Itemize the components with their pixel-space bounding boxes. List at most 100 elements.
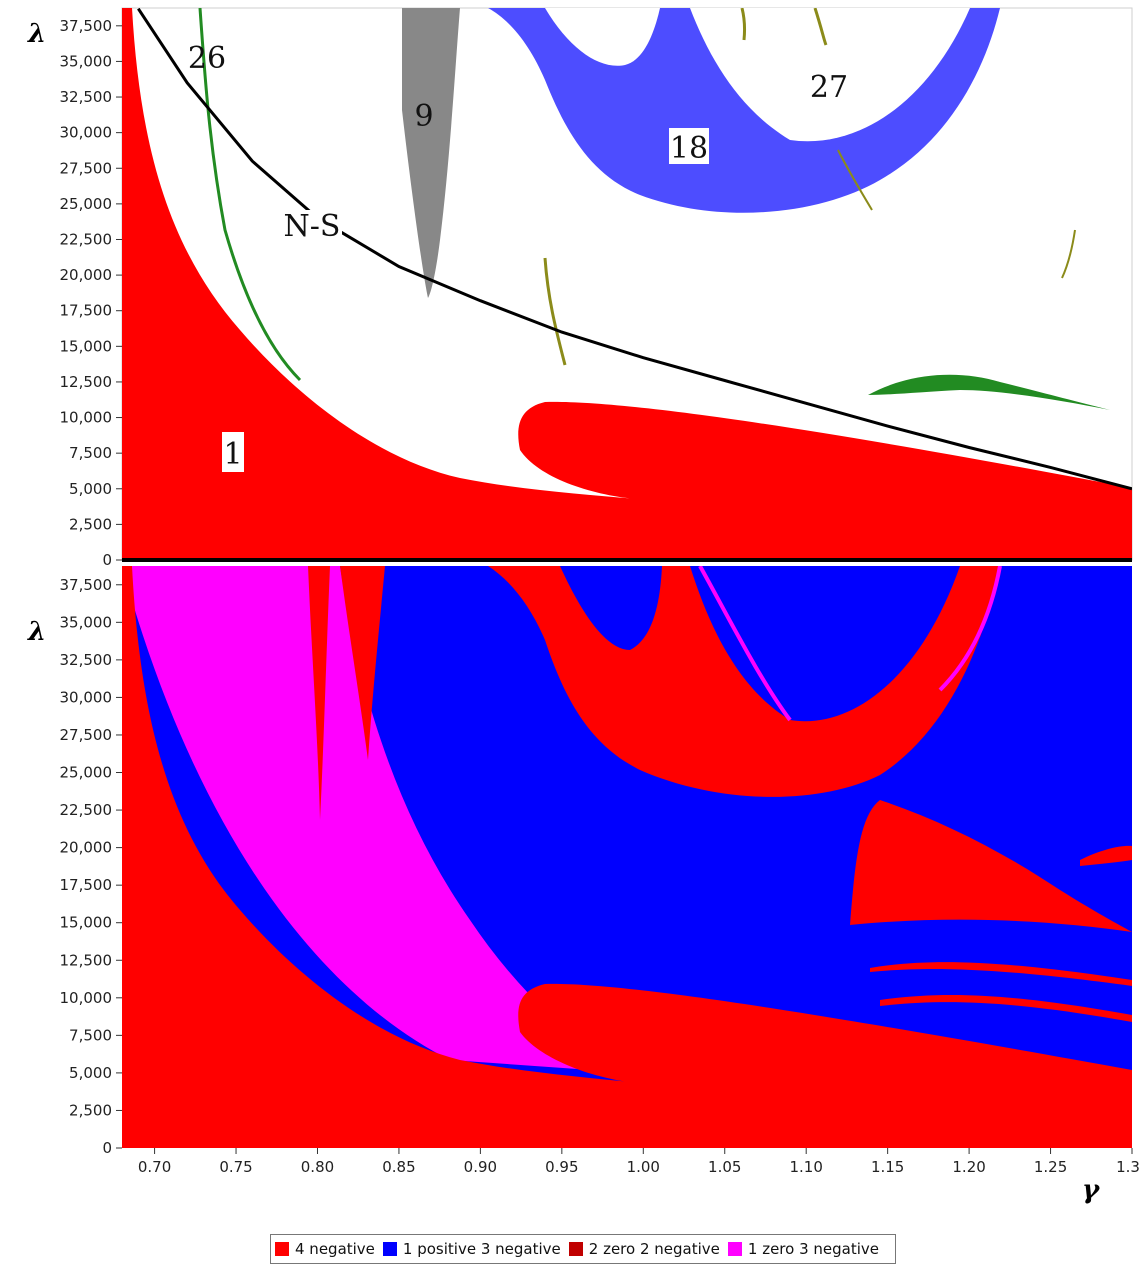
legend: 4 negative 1 positive 3 negative 2 zero … xyxy=(270,1234,897,1264)
x-tick-label: 1.25 xyxy=(1034,1158,1067,1176)
y-tick-label: 7,500 xyxy=(69,1026,112,1044)
y-tick-label: 17,500 xyxy=(60,302,113,320)
region-arch-hole-2 xyxy=(690,566,960,722)
y-tick-label: 30,000 xyxy=(60,688,113,706)
x-tick-label: 1.05 xyxy=(708,1158,741,1176)
legend-item-1-zero: 1 zero 3 negative xyxy=(727,1240,880,1258)
y-tick-label: 17,500 xyxy=(60,876,113,894)
region-4neg-base xyxy=(122,566,1132,1148)
x-tick-label: 1.00 xyxy=(627,1158,660,1176)
region-4neg-triangle xyxy=(850,800,1132,932)
x-tick-label: 1.15 xyxy=(871,1158,904,1176)
label-18-bg xyxy=(669,128,709,164)
region-4neg-stripe-3 xyxy=(1080,845,1132,866)
x-tick-label: 0.85 xyxy=(382,1158,415,1176)
curve-label-ns: N-S xyxy=(284,209,341,244)
top-y-axis-label: λ xyxy=(27,19,46,49)
x-tick-label: 0.70 xyxy=(138,1158,171,1176)
region-26-band xyxy=(868,374,1110,410)
x-tick-label: 0.95 xyxy=(545,1158,578,1176)
y-tick-label: 10,000 xyxy=(60,409,113,427)
y-tick-label: 5,000 xyxy=(69,480,112,498)
region-27-trace-5 xyxy=(1061,229,1076,279)
y-tick-label: 32,500 xyxy=(60,651,113,669)
legend-swatch-blue xyxy=(382,1242,397,1256)
top-panel: 1 9 18 26 27 N-S λ 0 2,500 5,000 7,500 10,00… xyxy=(27,7,1133,569)
y-tick-label: 25,000 xyxy=(60,195,113,213)
region-1zero-fill xyxy=(122,566,620,1072)
region-1-fill xyxy=(122,8,1132,560)
x-tick-label: 0.75 xyxy=(219,1158,252,1176)
y-tick-label: 22,500 xyxy=(60,230,113,248)
y-tick-label: 12,500 xyxy=(60,951,113,969)
bottom-panel: λ γ 0 2,500 5,000 7,500 10,000 12,500 15,000 17… xyxy=(27,566,1140,1205)
region-26-arc xyxy=(198,8,302,382)
y-tick-label: 32,500 xyxy=(60,88,113,106)
region-4neg-stripe xyxy=(870,962,1132,986)
y-tick-label: 37,500 xyxy=(60,17,113,35)
top-regions xyxy=(122,8,1132,560)
region-label-26: 26 xyxy=(188,41,226,76)
region-27-trace-4 xyxy=(837,149,873,211)
region-label-1: 1 xyxy=(223,437,242,472)
region-4neg-stripe-2 xyxy=(880,995,1132,1022)
region-label-18: 18 xyxy=(670,131,708,166)
x-tick-label: 1.3 xyxy=(1116,1158,1140,1176)
y-tick-label: 35,000 xyxy=(60,613,113,631)
y-tick-label: 15,000 xyxy=(60,914,113,932)
bottom-x-ticks: 0.70 0.75 0.80 0.85 0.90 0.95 1.00 1.05 1.10 1.15… xyxy=(138,1148,1140,1176)
y-tick-label: 15,000 xyxy=(60,337,113,355)
legend-swatch-darkred xyxy=(568,1242,583,1256)
panel-divider xyxy=(122,558,1132,562)
legend-swatch-magenta xyxy=(727,1242,742,1256)
region-1zero-streak xyxy=(698,566,1002,722)
figure: 1 9 18 26 27 N-S λ 0 2,500 5,000 7,500 10,00… xyxy=(27,7,1140,1205)
bottom-regions xyxy=(122,566,1132,1148)
legend-label: 1 zero 3 negative xyxy=(747,1240,880,1258)
y-tick-label: 35,000 xyxy=(60,52,113,70)
y-tick-label: 5,000 xyxy=(69,1064,112,1082)
top-y-ticks: 0 2,500 5,000 7,500 10,000 12,500 15,000 17,500… xyxy=(60,17,122,569)
ns-curve xyxy=(137,8,1132,491)
y-tick-label: 27,500 xyxy=(60,726,113,744)
x-tick-label: 1.20 xyxy=(952,1158,985,1176)
region-4neg-strip-2 xyxy=(340,566,385,760)
y-tick-label: 0 xyxy=(102,1139,112,1157)
y-tick-label: 20,000 xyxy=(60,839,113,857)
y-tick-label: 2,500 xyxy=(69,1101,112,1119)
region-27-trace-3 xyxy=(813,8,828,46)
bottom-y-ticks: 0 2,500 5,000 7,500 10,000 12,500 15,000 17,500… xyxy=(60,576,122,1157)
x-tick-label: 0.80 xyxy=(301,1158,334,1176)
region-18-hole xyxy=(545,8,660,66)
x-tick-label: 0.90 xyxy=(464,1158,497,1176)
region-27-trace xyxy=(543,257,567,366)
legend-swatch-red xyxy=(275,1242,289,1256)
label-ns-bg xyxy=(282,210,342,240)
y-tick-label: 2,500 xyxy=(69,515,112,533)
region-label-9: 9 xyxy=(414,99,433,134)
y-tick-label: 27,500 xyxy=(60,159,113,177)
y-tick-label: 25,000 xyxy=(60,764,113,782)
legend-item-1-positive: 1 positive 3 negative xyxy=(382,1240,561,1258)
region-label-27: 27 xyxy=(810,70,848,105)
region-18-hole-2 xyxy=(690,8,970,142)
y-tick-label: 10,000 xyxy=(60,989,113,1007)
x-tick-label: 1.10 xyxy=(789,1158,822,1176)
legend-item-4-negative: 4 negative xyxy=(275,1240,375,1258)
top-region-labels: 1 9 18 26 27 N-S xyxy=(188,41,848,472)
legend-item-2-zero: 2 zero 2 negative xyxy=(568,1240,720,1258)
label-1-bg xyxy=(222,432,244,472)
legend-label: 4 negative xyxy=(295,1240,375,1258)
region-9-fill xyxy=(402,8,460,298)
y-tick-label: 0 xyxy=(102,551,112,569)
region-arch-hole xyxy=(560,566,662,650)
legend-label: 1 positive 3 negative xyxy=(402,1240,561,1258)
y-tick-label: 12,500 xyxy=(60,373,113,391)
y-tick-label: 30,000 xyxy=(60,124,113,142)
legend-label: 2 zero 2 negative xyxy=(588,1240,720,1258)
region-27-trace-2 xyxy=(740,8,747,41)
y-tick-label: 37,500 xyxy=(60,576,113,594)
bottom-y-axis-label: λ xyxy=(27,617,46,647)
region-4neg-strip xyxy=(308,566,330,820)
y-tick-label: 7,500 xyxy=(69,444,112,462)
